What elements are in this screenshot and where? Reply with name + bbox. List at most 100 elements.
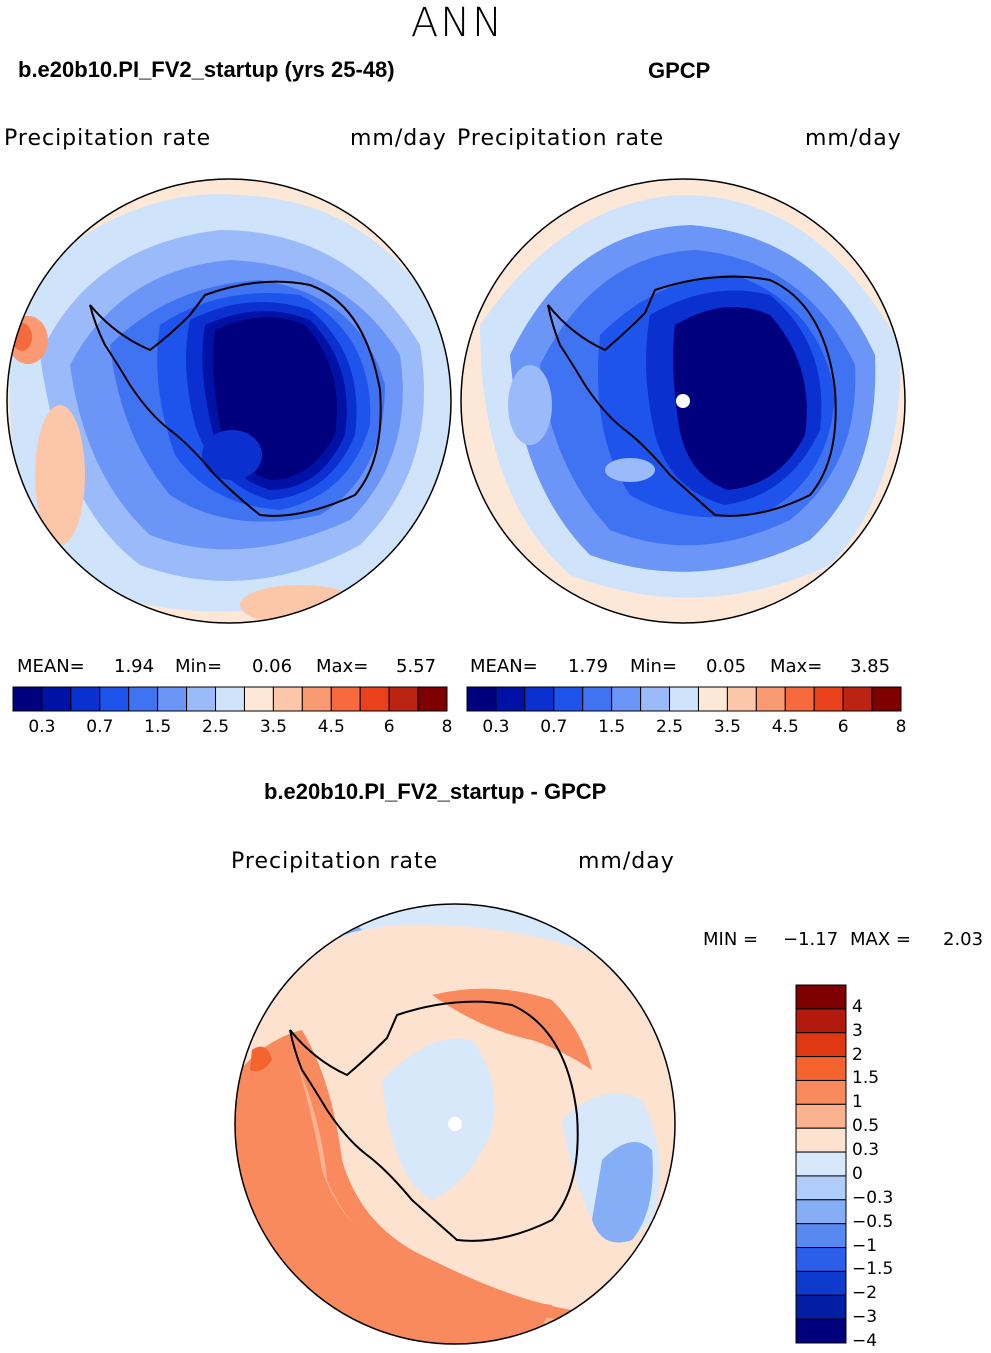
diff-colorbar-swatch: [795, 1008, 847, 1034]
panel2-colorbar: [466, 686, 902, 712]
panel1-colorbar-swatch: [359, 686, 390, 712]
panel1-variable-label: Precipitation rate: [4, 126, 212, 151]
panel1-colorbar-swatch: [301, 686, 332, 712]
panel2-colorbar-tick-label: 0.7: [540, 717, 568, 737]
diff-colorbar-label: 0.3: [852, 1140, 880, 1161]
panel1-colorbar-swatch: [70, 686, 101, 712]
diff-colorbar-label: −4: [852, 1331, 878, 1351]
diff-colorbar-swatch: [795, 984, 847, 1010]
panel1-colorbar-swatch: [186, 686, 217, 712]
diff-colorbar-label: −2: [852, 1283, 878, 1304]
panel1-colorbar-swatch: [215, 686, 245, 712]
panel1-colorbar-swatch: [99, 686, 130, 712]
panel2-colorbar-swatch: [813, 686, 844, 712]
diff-colorbar-swatch: [795, 1056, 847, 1081]
panel1-min-value: 0.06: [252, 656, 293, 677]
diff-colorbar-label: −1.5: [852, 1259, 894, 1280]
diff-units-label: mm/day: [578, 849, 675, 874]
diff-colorbar-swatch: [795, 1270, 847, 1296]
panel2-colorbar-tick-label: 8: [895, 717, 907, 737]
panel2-title: GPCP: [648, 58, 711, 83]
diff-colorbar-label: −0.3: [852, 1187, 894, 1208]
panel2-max-label: Max=: [770, 656, 823, 677]
diff-colorbar-label: −0.5: [852, 1211, 894, 1232]
panel2-colorbar-swatch: [871, 686, 902, 712]
diff-colorbar-label: 2: [852, 1044, 863, 1065]
panel2-min-value: 0.05: [706, 656, 747, 677]
panel2-variable-label: Precipitation rate: [457, 126, 665, 151]
diff-colorbar-swatch: [795, 1247, 847, 1272]
panel2-colorbar-tick-label: 6: [837, 717, 849, 737]
diff-colorbar: [795, 984, 847, 1344]
diff-colorbar-swatch: [795, 1175, 847, 1201]
panel2-colorbar-swatch: [611, 686, 642, 712]
diff-colorbar-swatch: [795, 1223, 847, 1249]
panel1-units-label: mm/day: [350, 126, 447, 151]
diff-colorbar-swatch: [795, 1199, 847, 1225]
panel2-colorbar-swatch: [669, 686, 699, 712]
panel1-colorbar-tick-label: 0.7: [86, 717, 114, 737]
panel2-colorbar-swatch: [524, 686, 555, 712]
panel2-mean-value: 1.79: [568, 656, 609, 677]
diff-colorbar-label: 0.5: [852, 1116, 880, 1137]
panel2-units-label: mm/day: [805, 126, 902, 151]
panel1-colorbar-tick-label: 0.3: [28, 717, 56, 737]
diff-colorbar-swatch: [795, 1151, 847, 1177]
panel2-colorbar-swatch: [755, 686, 786, 712]
panel1-colorbar-swatch: [128, 686, 159, 712]
diff-colorbar-label: 3: [852, 1020, 863, 1041]
diff-colorbar-label: −3: [852, 1307, 878, 1328]
diff-colorbar-label: 0: [852, 1163, 863, 1184]
panel2-polar-map: [460, 178, 906, 624]
season-title: ANN: [410, 0, 505, 46]
panel2-colorbar-swatch: [553, 686, 584, 712]
panel1-mean-value: 1.94: [114, 656, 155, 677]
panel1-max-value: 5.57: [396, 656, 437, 677]
panel1-colorbar-tick-label: 3.5: [259, 717, 287, 737]
panel1-mean-label: MEAN=: [17, 656, 85, 677]
panel1-colorbar-tick-label: 8: [441, 717, 453, 737]
panel2-colorbar-swatch: [495, 686, 526, 712]
diff-colorbar-label: 4: [852, 996, 863, 1017]
panel2-colorbar-swatch: [640, 686, 671, 712]
panel2-colorbar-swatch: [842, 686, 873, 712]
panel1-colorbar-tick-label: 4.5: [317, 717, 345, 737]
diff-colorbar-label: 1.5: [852, 1068, 880, 1089]
panel1-title: b.e20b10.PI_FV2_startup (yrs 25-48): [18, 57, 395, 82]
panel1-colorbar-tick-label: 2.5: [202, 717, 230, 737]
diff-colorbar-swatch: [795, 1032, 847, 1058]
diff-max-label: MAX =: [850, 929, 911, 950]
panel1-colorbar-swatch: [388, 686, 419, 712]
panel1-colorbar: [12, 686, 448, 712]
panel1-max-label: Max=: [316, 656, 369, 677]
panel2-colorbar-tick-label: 0.3: [482, 717, 510, 737]
panel1-colorbar-swatch: [272, 686, 303, 712]
panel1-colorbar-swatch: [330, 686, 361, 712]
panel2-colorbar-tick-label: 4.5: [771, 717, 799, 737]
panel1-polar-map: [6, 178, 452, 624]
panel2-colorbar-tick-label: 2.5: [656, 717, 684, 737]
panel2-mean-label: MEAN=: [470, 656, 538, 677]
diff-max-value: 2.03: [943, 929, 984, 950]
panel2-colorbar-swatch: [726, 686, 757, 712]
panel1-colorbar-swatch: [41, 686, 72, 712]
panel2-colorbar-swatch: [466, 686, 497, 712]
diff-title: b.e20b10.PI_FV2_startup - GPCP: [264, 779, 607, 804]
diff-colorbar-swatch: [795, 1103, 847, 1129]
diff-colorbar-swatch: [795, 1318, 847, 1344]
panel1-colorbar-swatch: [157, 686, 188, 712]
panel2-max-value: 3.85: [850, 656, 891, 677]
diff-colorbar-swatch: [795, 1294, 847, 1320]
panel1-colorbar-swatch: [12, 686, 43, 712]
diff-min-value: −1.17: [783, 929, 839, 950]
panel2-colorbar-swatch: [582, 686, 613, 712]
panel1-min-label: Min=: [175, 656, 223, 677]
panel2-colorbar-tick-label: 3.5: [713, 717, 741, 737]
diff-colorbar-swatch: [795, 1127, 847, 1153]
diff-colorbar-label: 1: [852, 1092, 863, 1113]
diff-colorbar-label: −1: [852, 1235, 878, 1256]
panel1-colorbar-tick-label: 6: [383, 717, 395, 737]
diff-polar-map: [234, 903, 676, 1345]
diff-variable-label: Precipitation rate: [231, 849, 439, 874]
diff-colorbar-swatch: [795, 1079, 847, 1105]
